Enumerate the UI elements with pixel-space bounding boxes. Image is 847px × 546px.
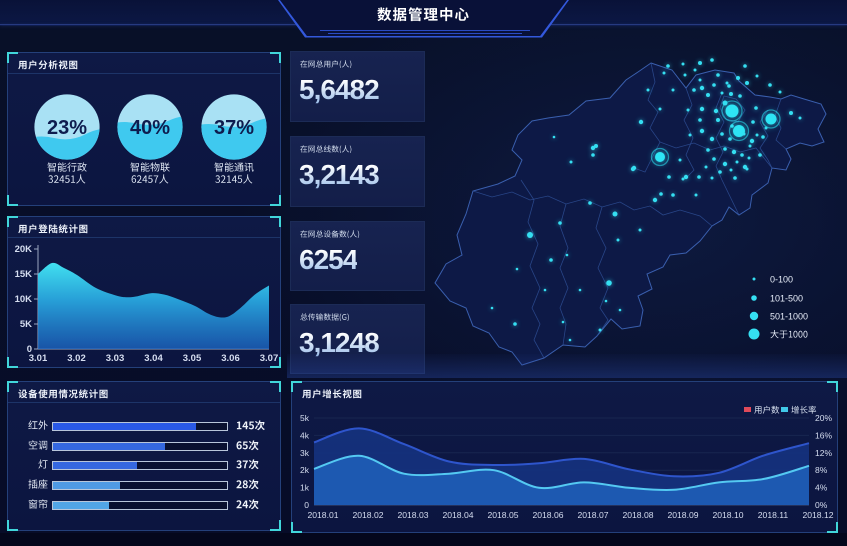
svg-text:23%: 23% bbox=[47, 117, 87, 139]
svg-text:2018.11: 2018.11 bbox=[758, 510, 789, 520]
svg-text:0-100: 0-100 bbox=[770, 275, 793, 285]
svg-text:2018.09: 2018.09 bbox=[667, 510, 698, 520]
svg-text:3.05: 3.05 bbox=[183, 353, 202, 364]
svg-text:12%: 12% bbox=[815, 448, 832, 458]
svg-text:0: 0 bbox=[27, 344, 32, 355]
svg-text:20K: 20K bbox=[15, 244, 33, 255]
svg-text:3.01: 3.01 bbox=[29, 353, 48, 364]
svg-text:3k: 3k bbox=[300, 448, 310, 458]
svg-text:5k: 5k bbox=[300, 413, 310, 423]
svg-text:3.02: 3.02 bbox=[67, 353, 86, 364]
svg-text:3.07: 3.07 bbox=[260, 353, 279, 364]
svg-text:2018.03: 2018.03 bbox=[397, 510, 428, 520]
svg-text:16%: 16% bbox=[815, 430, 832, 440]
svg-text:1k: 1k bbox=[300, 483, 310, 493]
svg-text:2018.08: 2018.08 bbox=[622, 510, 653, 520]
svg-text:10K: 10K bbox=[15, 294, 33, 305]
svg-text:2018.06: 2018.06 bbox=[532, 510, 563, 520]
svg-text:0: 0 bbox=[304, 500, 309, 510]
svg-text:2018.07: 2018.07 bbox=[577, 510, 608, 520]
svg-text:4k: 4k bbox=[300, 430, 310, 440]
svg-text:8%: 8% bbox=[815, 465, 828, 475]
svg-text:3.03: 3.03 bbox=[106, 353, 125, 364]
svg-text:2018.10: 2018.10 bbox=[712, 510, 743, 520]
svg-text:2018.12: 2018.12 bbox=[802, 510, 833, 520]
svg-text:2018.01: 2018.01 bbox=[307, 510, 338, 520]
svg-text:37%: 37% bbox=[214, 117, 254, 139]
svg-text:2018.04: 2018.04 bbox=[442, 510, 473, 520]
svg-text:5K: 5K bbox=[20, 319, 32, 330]
svg-text:40%: 40% bbox=[130, 117, 170, 139]
svg-text:101-500: 101-500 bbox=[770, 294, 803, 304]
svg-text:501-1000: 501-1000 bbox=[770, 312, 808, 322]
svg-text:20%: 20% bbox=[815, 413, 832, 423]
svg-text:0%: 0% bbox=[815, 500, 828, 510]
svg-text:15K: 15K bbox=[15, 269, 33, 280]
svg-text:4%: 4% bbox=[815, 483, 828, 493]
svg-text:3.04: 3.04 bbox=[144, 353, 163, 364]
svg-text:2018.02: 2018.02 bbox=[352, 510, 383, 520]
svg-text:2k: 2k bbox=[300, 465, 310, 475]
svg-text:2018.05: 2018.05 bbox=[487, 510, 518, 520]
svg-text:3.06: 3.06 bbox=[221, 353, 240, 364]
